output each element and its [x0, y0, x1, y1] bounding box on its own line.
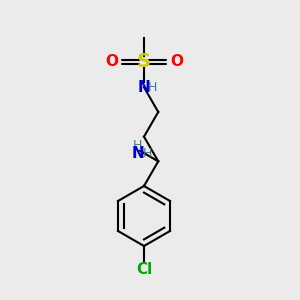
Text: N: N	[138, 80, 150, 95]
Text: H: H	[133, 139, 142, 152]
Text: O: O	[105, 54, 118, 69]
Text: Cl: Cl	[136, 262, 152, 277]
Text: H: H	[148, 81, 157, 94]
Text: H: H	[143, 147, 152, 160]
Text: O: O	[170, 54, 183, 69]
Text: S: S	[137, 52, 151, 71]
Text: N: N	[131, 146, 144, 161]
